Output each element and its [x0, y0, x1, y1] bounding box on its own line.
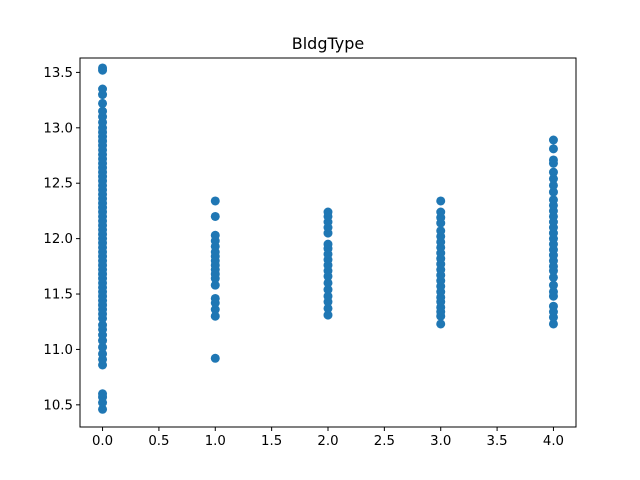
data-point [210, 353, 220, 363]
x-tick-label: 3.0 [430, 434, 451, 449]
data-point [98, 84, 108, 94]
data-point [210, 311, 220, 321]
x-tick-label: 2.5 [374, 434, 395, 449]
data-point [436, 207, 446, 217]
data-point [548, 195, 558, 205]
y-tick-label: 12.0 [43, 232, 73, 247]
data-point [323, 207, 333, 217]
data-point [323, 291, 333, 301]
data-point [98, 389, 108, 399]
data-point [323, 278, 333, 288]
data-point [323, 239, 333, 249]
data-point [548, 167, 558, 177]
data-point [210, 211, 220, 221]
data-point [548, 174, 558, 184]
x-axis: 0.0 0.5 1.0 1.5 2.0 2.5 3.0 3.5 4.0 [92, 427, 564, 449]
x-tick-label: 2.0 [317, 434, 338, 449]
data-point [548, 180, 558, 190]
data-point [548, 280, 558, 290]
x-tick-label: 1.0 [205, 434, 226, 449]
data-point [98, 320, 108, 330]
data-point [323, 310, 333, 320]
y-tick-label: 13.5 [43, 66, 73, 81]
data-point [98, 98, 108, 108]
x-tick-label: 4.0 [543, 434, 564, 449]
data-point [210, 280, 220, 290]
data-point [548, 155, 558, 165]
data-point [210, 293, 220, 303]
data-point [548, 301, 558, 311]
y-tick-label: 10.5 [43, 398, 73, 413]
x-tick-label: 3.5 [487, 434, 508, 449]
y-axis: 10.5 11.0 11.5 12.0 12.5 13.0 13.5 [43, 66, 80, 413]
data-point [323, 303, 333, 313]
x-tick-label: 0.0 [92, 434, 113, 449]
data-point [98, 349, 108, 359]
data-point [548, 287, 558, 297]
data-point [98, 106, 108, 116]
y-tick-label: 13.0 [43, 121, 73, 136]
data-point [323, 285, 333, 295]
data-point [210, 305, 220, 315]
x-tick-label: 0.5 [148, 434, 169, 449]
data-point [436, 226, 446, 236]
data-point [548, 187, 558, 197]
data-point [98, 404, 108, 414]
data-point [548, 135, 558, 145]
data-point [210, 230, 220, 240]
x-tick-label: 1.5 [261, 434, 282, 449]
data-point [548, 319, 558, 329]
y-tick-label: 12.5 [43, 177, 73, 192]
data-point [548, 144, 558, 154]
data-point [436, 196, 446, 206]
data-point [98, 63, 108, 73]
data-point [98, 342, 108, 352]
data-point [436, 319, 446, 329]
chart-title: BldgType [292, 34, 364, 53]
points-layer [98, 63, 558, 414]
y-tick-label: 11.5 [43, 288, 73, 303]
data-point [210, 196, 220, 206]
y-tick-label: 11.0 [43, 343, 73, 358]
data-point [548, 272, 558, 282]
